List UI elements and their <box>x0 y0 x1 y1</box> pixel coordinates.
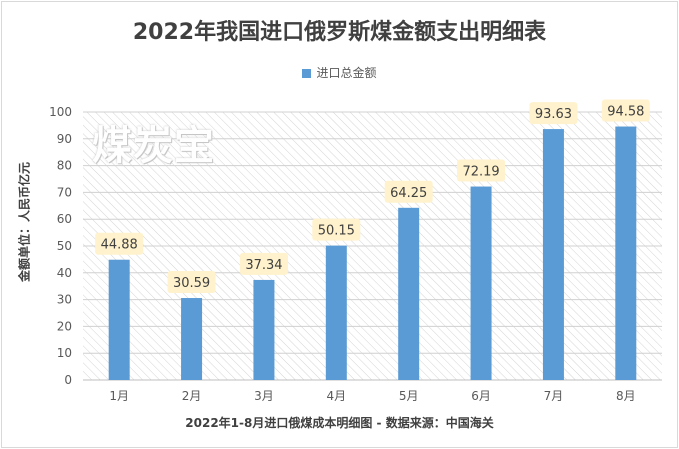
bar <box>253 279 275 380</box>
y-tick-label: 40 <box>57 266 72 280</box>
data-label-box <box>95 232 144 255</box>
y-tick-label: 30 <box>57 293 72 307</box>
x-tick-label: 4月 <box>326 389 346 403</box>
data-label-box <box>239 252 288 275</box>
chart-legend: 进口总金额 <box>0 64 679 81</box>
data-label: 37.34 <box>245 258 282 273</box>
y-tick-label: 0 <box>64 373 72 387</box>
legend-swatch <box>302 69 312 78</box>
y-tick-label: 100 <box>49 105 72 119</box>
data-label: 72.19 <box>462 165 499 180</box>
data-label-box <box>167 271 216 294</box>
bar <box>398 207 420 380</box>
watermark-logo: 煤炭宝 <box>92 123 215 169</box>
data-label-box <box>601 99 650 122</box>
data-label: 30.59 <box>173 276 210 291</box>
data-label-box <box>384 180 433 203</box>
y-tick-label: 10 <box>57 346 72 360</box>
bar <box>615 126 637 380</box>
bar <box>325 245 347 380</box>
x-tick-label: 5月 <box>399 389 419 403</box>
data-label: 94.58 <box>607 105 644 120</box>
chart-title: 2022年我国进口俄罗斯煤金额支出明细表 <box>132 20 547 45</box>
data-label: 64.25 <box>390 186 427 201</box>
bar <box>470 186 492 380</box>
y-tick-label: 20 <box>57 319 72 333</box>
x-tick-label: 1月 <box>109 389 129 403</box>
x-tick-label: 8月 <box>616 389 636 403</box>
y-tick-label: 90 <box>57 132 72 146</box>
x-axis-caption: 2022年1-8月进口俄煤成本明细图 - 数据来源：中国海关 <box>185 416 494 430</box>
bar <box>542 129 564 380</box>
y-tick-label: 60 <box>57 212 72 226</box>
y-tick-label: 80 <box>57 159 72 173</box>
data-label-box <box>457 159 506 182</box>
x-tick-label: 7月 <box>544 389 564 403</box>
bar <box>108 259 130 380</box>
data-label: 93.63 <box>535 107 572 122</box>
data-label: 44.88 <box>101 238 138 253</box>
legend-label: 进口总金额 <box>316 66 377 80</box>
x-tick-label: 6月 <box>471 389 491 403</box>
x-tick-label: 3月 <box>254 389 274 403</box>
y-tick-label: 70 <box>57 185 72 199</box>
y-tick-label: 50 <box>57 239 72 253</box>
bar <box>181 298 203 380</box>
data-label: 50.15 <box>318 224 355 239</box>
x-tick-label: 2月 <box>182 389 202 403</box>
data-label-box <box>529 102 578 125</box>
data-label-box <box>312 218 361 241</box>
